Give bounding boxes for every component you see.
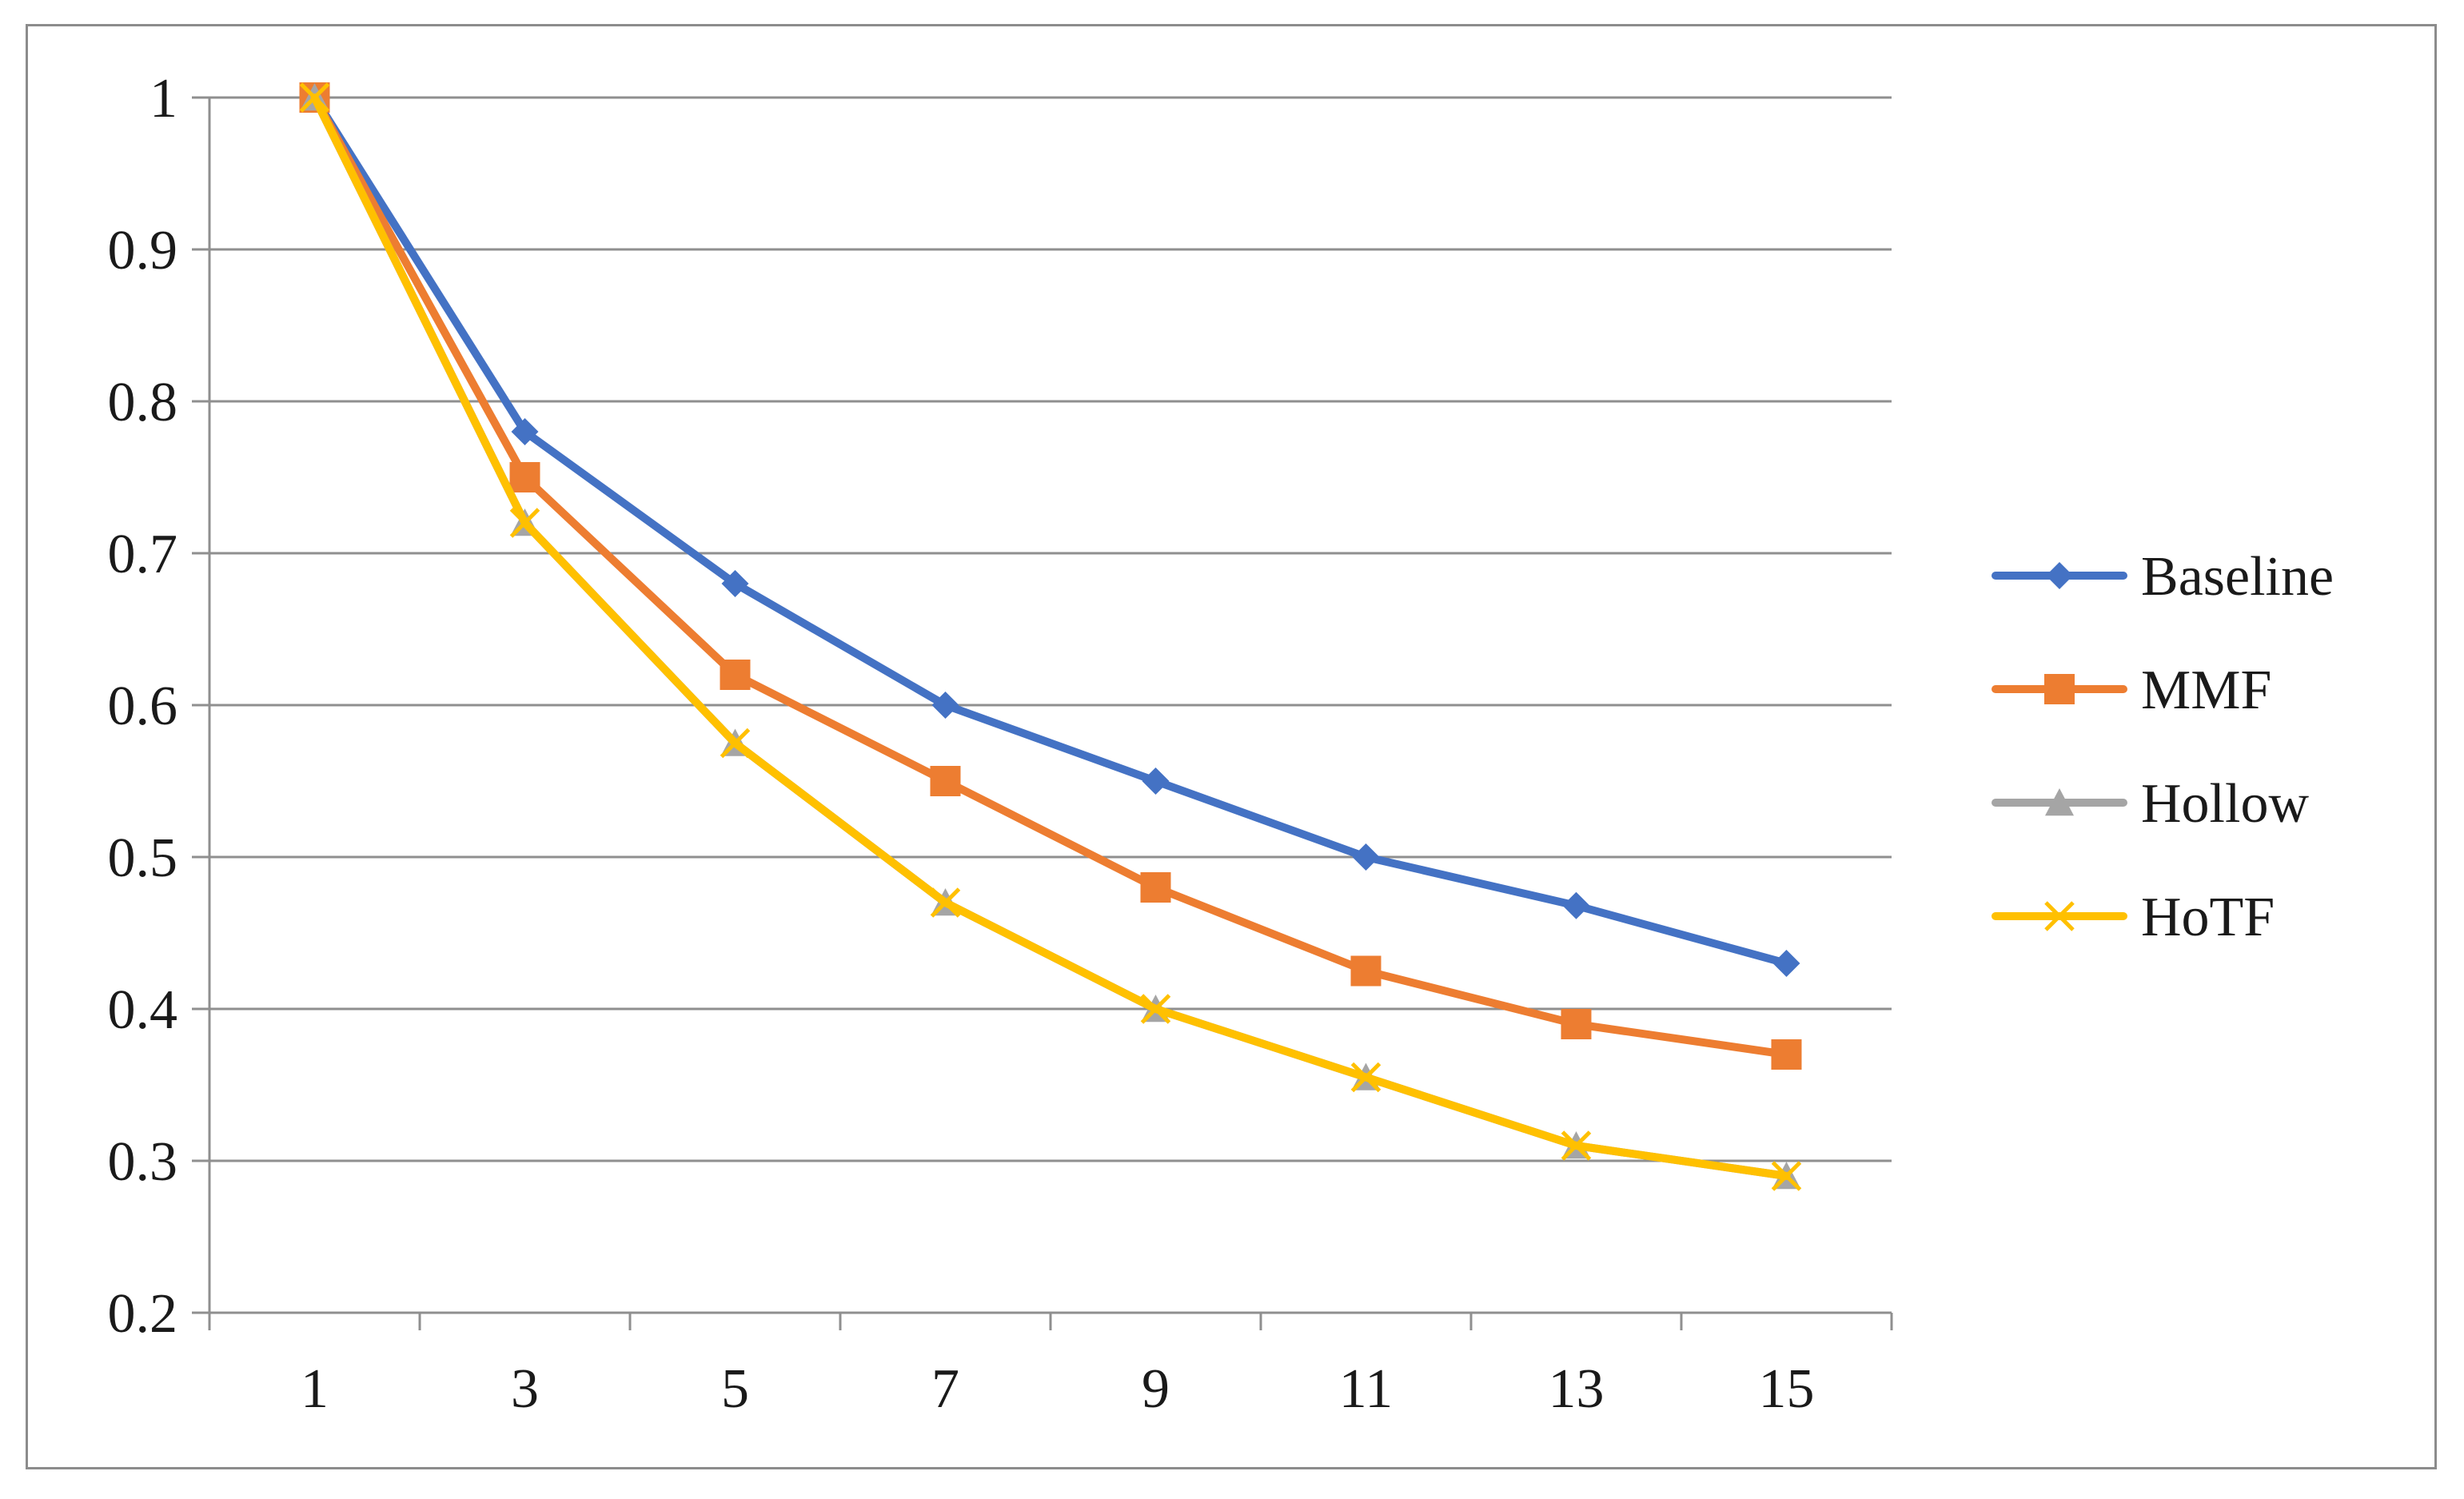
y-tick-label: 0.5 <box>108 827 178 889</box>
x-tick-labels: 1 3 5 7 9 11 13 15 <box>301 1358 1815 1420</box>
legend-marker <box>2044 674 2075 704</box>
y-tick-label: 0.2 <box>108 1283 178 1345</box>
data-point <box>1772 950 1800 977</box>
series-lines <box>299 82 1802 1191</box>
y-tick-label: 0.3 <box>108 1131 178 1193</box>
legend-marker <box>2044 901 2075 931</box>
data-point <box>1562 891 1590 919</box>
data-point <box>1142 767 1170 795</box>
legend-marker <box>2045 788 2074 816</box>
y-tick-labels: 0.2 0.3 0.4 0.5 0.6 0.7 0.8 0.9 1 <box>108 68 178 1345</box>
data-point <box>509 462 540 492</box>
data-point <box>509 508 540 538</box>
x-tick-label: 1 <box>301 1358 329 1420</box>
data-point <box>930 887 961 918</box>
series-line <box>310 94 1791 1180</box>
x-marker-stroke <box>509 508 540 538</box>
legend: Baseline MMF Hollow HoTF <box>1992 546 2334 948</box>
x-tick-label: 11 <box>1339 1358 1393 1420</box>
legend-item: Baseline <box>1992 546 2334 608</box>
legend-label: Baseline <box>2141 546 2334 608</box>
y-tick-label: 0.8 <box>108 372 178 433</box>
y-tick-label: 0.9 <box>108 220 178 281</box>
data-point <box>1350 1062 1382 1093</box>
data-point <box>1561 1130 1592 1161</box>
data-point <box>720 728 751 759</box>
data-point <box>1140 872 1171 903</box>
x-marker-stroke <box>930 887 961 918</box>
gridlines <box>209 96 1892 1162</box>
data-point <box>1771 1161 1802 1191</box>
series-mmf <box>299 82 1802 1070</box>
series-hotf <box>299 82 1802 1191</box>
series-line <box>310 94 1791 1058</box>
x-marker-stroke <box>720 728 751 759</box>
legend-item: HoTF <box>1992 887 2275 948</box>
x-marker-stroke <box>1350 1062 1382 1093</box>
y-tick-label: 0.7 <box>108 524 178 585</box>
x-tick-label: 9 <box>1142 1358 1170 1420</box>
y-tick-label: 0.6 <box>108 676 178 737</box>
data-point <box>930 766 961 796</box>
data-point <box>1352 843 1380 871</box>
data-point <box>511 418 539 445</box>
data-point <box>1140 994 1171 1024</box>
data-point <box>1771 1039 1802 1070</box>
x-tick-label: 15 <box>1759 1358 1815 1420</box>
x-marker-stroke <box>1140 994 1171 1024</box>
x-tick-label: 7 <box>931 1358 959 1420</box>
axes <box>192 96 1893 1330</box>
y-tick-label: 1 <box>150 68 177 130</box>
legend-marker <box>2046 562 2073 589</box>
x-marker-stroke <box>2044 901 2075 931</box>
legend-label: HoTF <box>2141 887 2275 948</box>
data-point <box>931 692 959 719</box>
x-marker-stroke <box>1561 1130 1592 1161</box>
x-tick-label: 3 <box>511 1358 539 1420</box>
legend-item: Hollow <box>1992 773 2309 835</box>
data-point <box>1350 955 1382 987</box>
x-marker-stroke <box>1771 1161 1802 1191</box>
series-line <box>310 94 1791 967</box>
legend-label: MMF <box>2141 660 2271 721</box>
data-point <box>1561 1009 1592 1039</box>
legend-label: Hollow <box>2141 773 2309 835</box>
x-tick-label: 13 <box>1549 1358 1605 1420</box>
data-point <box>720 660 751 690</box>
x-tick-label: 5 <box>721 1358 749 1420</box>
x-marker-stroke <box>299 82 330 113</box>
y-tick-label: 0.4 <box>108 979 178 1041</box>
legend-item: MMF <box>1992 660 2271 721</box>
data-point <box>721 570 749 597</box>
chart-frame <box>26 24 2437 1469</box>
data-point <box>299 82 330 113</box>
